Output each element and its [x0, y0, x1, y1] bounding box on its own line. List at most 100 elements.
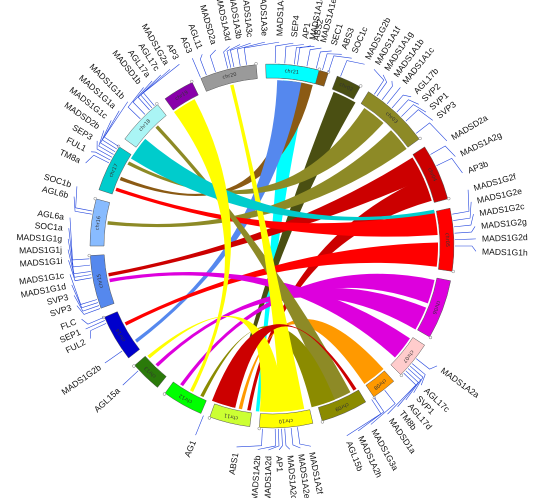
gene-connector-line: [226, 44, 241, 68]
gene-connector-line: [104, 350, 123, 364]
chromosome-end-marker: [155, 102, 159, 106]
gene-label: AP1: [300, 22, 312, 40]
gene-connector-line: [73, 295, 100, 312]
gene-connector-line: [453, 214, 474, 228]
chromosome-segment-chr10: [259, 409, 314, 429]
gene-label: MADS1A3e: [258, 0, 270, 37]
chromosome-end-marker: [320, 420, 325, 424]
chromosome-segment-chr06: [417, 277, 451, 338]
gene-connector-line: [455, 245, 477, 252]
synteny-link-18: [211, 324, 357, 408]
gene-connector-line: [230, 42, 251, 68]
gene-connector-line: [284, 44, 304, 64]
gene-connector-line: [200, 54, 207, 76]
gene-connector-line: [358, 397, 385, 432]
gene-connector-line: [297, 427, 311, 447]
chromosome-segment-chr16: [89, 198, 111, 247]
gene-connector-line: [209, 49, 216, 73]
gene-connector-line: [68, 228, 91, 268]
gene-label: AP3b: [466, 158, 489, 175]
synteny-link-5: [107, 130, 407, 228]
gene-connector-line: [401, 104, 427, 117]
chromosome-label-chr10: chr10: [278, 417, 293, 424]
gene-connector-line: [69, 274, 98, 305]
gene-connector-line: [195, 415, 204, 436]
gene-connector-line: [73, 196, 92, 215]
gene-connector-line: [290, 427, 301, 449]
chromosome-end-marker: [428, 335, 433, 340]
synteny-link-20: [173, 99, 231, 393]
gene-label: ABS1: [227, 452, 241, 476]
chromosome-end-marker: [418, 136, 422, 141]
chromosome-segment-chr20: [200, 64, 258, 92]
gene-label: MADS1A2b: [249, 455, 262, 498]
gene-connector-line: [76, 305, 101, 315]
gene-connector-line: [294, 46, 315, 65]
gene-connector-line: [223, 46, 230, 69]
synteny-link-19: [130, 138, 435, 221]
gene-connector-line: [67, 249, 92, 278]
gene-label: MADS1G1h: [482, 246, 528, 257]
gene-label: MADS1G2b: [60, 362, 103, 397]
gene-label: MADS1A2d: [263, 456, 274, 498]
chromosome-segment-chr12: [164, 381, 207, 414]
synteny-link-10: [180, 273, 435, 387]
gene-connector-line: [243, 41, 280, 65]
chromosome-segment-chr17: [98, 146, 132, 195]
gene-connector-line: [411, 363, 426, 386]
gene-connector-line: [284, 428, 290, 450]
synteny-link-2: [135, 80, 302, 343]
chromosome-end-marker: [451, 269, 455, 274]
chromosome-end-marker: [207, 416, 212, 420]
chromosome-end-marker: [190, 79, 194, 84]
gene-connector-line: [91, 151, 111, 161]
gene-connector-line: [381, 80, 393, 101]
gene-connector-line: [85, 154, 110, 164]
chromosome-end-marker: [93, 196, 97, 201]
gene-label: MADS1A3a: [274, 0, 286, 36]
chromosome-label-chr21: chr21: [284, 68, 299, 76]
gene-label: ABS2: [311, 18, 325, 42]
chromosome-end-marker: [399, 373, 404, 378]
gene-connector-line: [387, 372, 417, 415]
chromosome-end-marker: [162, 392, 167, 396]
synteny-link-9: [124, 242, 438, 326]
gene-connector-line: [67, 238, 91, 275]
chromosome-label-chr06: chr06: [431, 300, 442, 316]
chromosome-segment-chr11: [209, 403, 252, 427]
gene-connector-line: [328, 55, 352, 73]
gene-connector-line: [452, 189, 470, 215]
gene-connector-line: [306, 47, 322, 67]
gene-connector-line: [75, 186, 93, 212]
gene-connector-line: [257, 428, 276, 450]
chromosome-segment-chr09: [317, 389, 367, 422]
chromosome-label-chr15: chr15: [96, 273, 105, 288]
chromosome-segment-chr03: [360, 91, 420, 148]
chromosome-ring: chr01chr02chr03chr04chr05chr06chr07chr08…: [87, 62, 455, 431]
chromosome-segment-chr18: [124, 104, 167, 148]
chromosome-end-marker: [317, 67, 322, 71]
chromosome-label-chr02: chr02: [338, 82, 354, 93]
gene-label: AG1: [182, 439, 198, 459]
gene-connector-line: [386, 87, 401, 104]
chromosome-label-chr09: chr09: [334, 401, 350, 412]
gene-connector-line: [89, 323, 107, 339]
chromosome-end-marker: [254, 62, 258, 66]
gene-connector-line: [396, 99, 419, 113]
gene-connector-line: [71, 284, 99, 309]
gene-label: MADS1A2c: [285, 455, 299, 498]
gene-label: MADS1A2a: [439, 365, 481, 400]
chromosome-label-chr11: chr11: [223, 412, 238, 421]
gene-connector-line: [436, 157, 463, 174]
gene-connector-line: [416, 358, 438, 370]
gene-connector-line: [140, 69, 171, 109]
gene-connector-line: [454, 226, 476, 234]
gene-connector-line: [101, 110, 120, 150]
chromosome-end-marker: [447, 196, 451, 201]
gene-connector-line: [370, 390, 396, 425]
chromosome-label-chr05: chr05: [444, 233, 450, 248]
gene-connector-line: [322, 53, 342, 71]
chromosome-segment-chr14: [104, 311, 140, 359]
gene-label: SOC1a: [34, 220, 63, 232]
